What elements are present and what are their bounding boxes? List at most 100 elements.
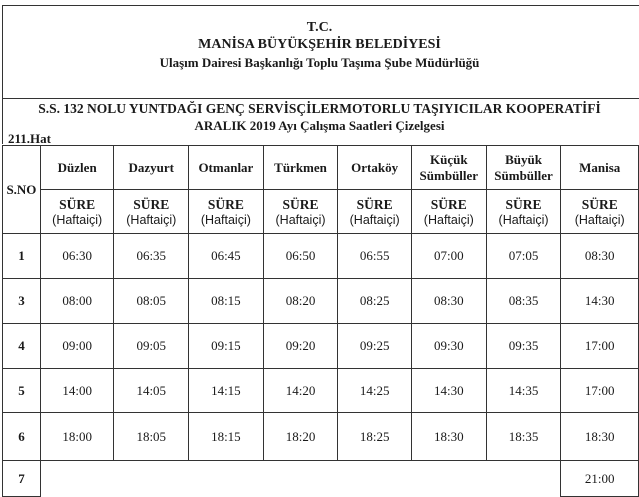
- line-number: 211.Hat: [8, 131, 51, 146]
- time-cell: 08:30: [560, 233, 639, 279]
- sure-label: SÜRE: [207, 196, 244, 212]
- time-cell: 18:35: [485, 412, 562, 461]
- time-cell: 08:15: [188, 278, 264, 324]
- column-header: Manisa: [560, 145, 639, 190]
- column-subheader: SÜRE (Haftaiçi): [188, 189, 264, 234]
- time-cell: [189, 461, 264, 497]
- header-box: [2, 5, 639, 99]
- time-cell: 06:55: [337, 233, 412, 279]
- column-header: Küçük Sümbüller: [410, 145, 487, 190]
- time-cell: 18:30: [410, 412, 487, 461]
- row-number: 5: [2, 368, 41, 413]
- row-number: 4: [2, 323, 41, 369]
- time-cell: 07:00: [410, 233, 487, 279]
- column-header: Ortaköy: [337, 145, 412, 190]
- time-cell: [114, 461, 189, 497]
- time-cell: 08:30: [410, 278, 487, 324]
- time-cell: 14:25: [337, 368, 412, 413]
- weekday-note: (Haftaiçi): [423, 212, 474, 227]
- column-subheader: SÜRE (Haftaiçi): [560, 189, 639, 234]
- column-subheader: SÜRE (Haftaiçi): [113, 189, 190, 234]
- header-tc: T.C.: [306, 20, 333, 35]
- time-cell: 17:00: [560, 323, 639, 369]
- time-cell: [263, 461, 338, 497]
- weekday-note: (Haftaiçi): [349, 212, 400, 227]
- time-cell: 14:30: [410, 368, 487, 413]
- column-subheader: SÜRE (Haftaiçi): [410, 189, 487, 234]
- weekday-note: (Haftaiçi): [200, 212, 251, 227]
- time-cell: 09:35: [485, 323, 562, 369]
- sure-label: SÜRE: [505, 196, 542, 212]
- time-cell: 06:30: [39, 233, 115, 279]
- time-cell: 08:35: [485, 278, 562, 324]
- row-number: 6: [2, 412, 41, 461]
- header-department: Ulaşım Dairesi Başkanlığı Toplu Taşıma Ş…: [159, 55, 480, 70]
- time-cell: [40, 461, 114, 497]
- time-cell: 18:30: [560, 412, 639, 461]
- sure-label: SÜRE: [282, 196, 319, 212]
- header-municipality: MANİSA BÜYÜKŞEHİR BELEDİYESİ: [198, 37, 441, 52]
- column-header: Dazyurt: [113, 145, 190, 190]
- time-cell: 18:25: [337, 412, 412, 461]
- sure-label: SÜRE: [581, 196, 618, 212]
- column-header: Düzlen: [39, 145, 115, 190]
- time-cell: 18:00: [39, 412, 115, 461]
- row-number: 1: [2, 233, 41, 279]
- row-number: 7: [2, 460, 41, 497]
- period-title: ARALIK 2019 Ayı Çalışma Saatleri Çizelge…: [194, 118, 445, 133]
- time-cell: 09:30: [410, 323, 487, 369]
- row-number: 3: [2, 278, 41, 324]
- time-cell: 09:00: [39, 323, 115, 369]
- column-header: Türkmen: [262, 145, 339, 190]
- time-cell: 06:50: [262, 233, 339, 279]
- time-cell: 09:15: [188, 323, 264, 369]
- time-cell: 06:45: [188, 233, 264, 279]
- time-cell: 09:05: [113, 323, 190, 369]
- table-row: 4 09:00 09:05 09:15 09:20 09:25 09:30 09:35 17:0…: [2, 323, 639, 369]
- table-row: 5 14:00 14:05 14:15 14:20 14:25 14:30 14:35 17:0…: [2, 368, 639, 413]
- schedule-table: S.NO Düzlen Dazyurt Otmanlar Türkmen Ortaköy…: [2, 145, 639, 497]
- sure-label: SÜRE: [59, 196, 96, 212]
- weekday-note: (Haftaiçi): [574, 212, 625, 227]
- sure-label: SÜRE: [133, 196, 170, 212]
- column-subheader: SÜRE (Haftaiçi): [262, 189, 339, 234]
- column-subheader: SÜRE (Haftaiçi): [39, 189, 115, 234]
- time-cell: 17:00: [560, 368, 639, 413]
- time-cell: 18:05: [113, 412, 190, 461]
- time-cell: 07:05: [485, 233, 562, 279]
- table-row: 6 18:00 18:05 18:15 18:20 18:25 18:30 18:35 18:3…: [2, 412, 639, 461]
- column-header: Büyük Sümbüller: [485, 145, 562, 190]
- weekday-note: (Haftaiçi): [275, 212, 326, 227]
- weekday-note: (Haftaiçi): [126, 212, 177, 227]
- time-cell: [411, 461, 486, 497]
- column-subheader: SÜRE (Haftaiçi): [337, 189, 412, 234]
- column-header: Otmanlar: [188, 145, 264, 190]
- time-cell: 09:20: [262, 323, 339, 369]
- weekday-note: (Haftaiçi): [498, 212, 549, 227]
- time-cell: [338, 461, 412, 497]
- time-cell: 14:35: [485, 368, 562, 413]
- time-cell: 08:20: [262, 278, 339, 324]
- time-cell: 18:20: [262, 412, 339, 461]
- time-cell: 18:15: [188, 412, 264, 461]
- weekday-note: (Haftaiçi): [52, 212, 103, 227]
- sure-label: SÜRE: [356, 196, 393, 212]
- table-row: 7 21:00: [2, 460, 639, 497]
- time-cell: 21:00: [560, 460, 639, 497]
- cooperative-title: S.S. 132 NOLU YUNTDAĞI GENÇ SERVİSÇİLERM…: [38, 101, 601, 116]
- time-cell: 09:25: [337, 323, 412, 369]
- time-cell: 14:30: [560, 278, 639, 324]
- sno-header: S.NO: [2, 145, 41, 234]
- time-cell: 14:20: [262, 368, 339, 413]
- time-cell: 08:05: [113, 278, 190, 324]
- time-cell: 14:15: [188, 368, 264, 413]
- time-cell: 06:35: [113, 233, 190, 279]
- time-cell: 08:00: [39, 278, 115, 324]
- time-cell: 14:05: [113, 368, 190, 413]
- table-row: 3 08:00 08:05 08:15 08:20 08:25 08:30 08:35 14:3…: [2, 278, 639, 324]
- time-cell: [486, 461, 561, 497]
- column-subheader: SÜRE (Haftaiçi): [485, 189, 562, 234]
- time-cell: 08:25: [337, 278, 412, 324]
- table-row: 1 06:30 06:35 06:45 06:50 06:55 07:00 07:05 08:3…: [2, 233, 639, 279]
- sure-label: SÜRE: [430, 196, 467, 212]
